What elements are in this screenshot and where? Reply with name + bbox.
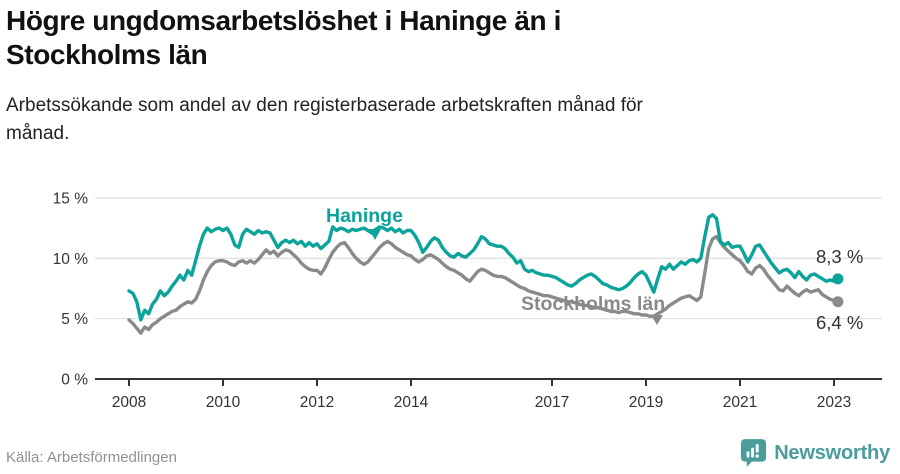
page-title-line1: Högre ungdomsarbetslöshet i Haninge än i	[6, 5, 561, 36]
series-label-caret-icon	[651, 315, 663, 325]
series-end-dot-stockholms-lan	[832, 296, 844, 308]
series-end-dot-haninge	[832, 273, 844, 285]
unemployment-line-chart: 0 % 5 % 10 % 15 % 2008 2010 2012 2014 2017 2019 20…	[0, 165, 900, 430]
page-subtitle: Arbetssökande som andel av den registerb…	[6, 92, 643, 147]
x-tick-label-2021: 2021	[723, 394, 757, 411]
x-tick-label-2023: 2023	[817, 394, 851, 411]
series-line-haninge	[127, 213, 840, 322]
y-tick-label-5: 5 %	[61, 311, 88, 328]
end-value-label-stockholms-lan: 6,4 %	[816, 312, 863, 333]
x-tick-label-2012: 2012	[300, 394, 334, 411]
x-tick-label-2019: 2019	[629, 394, 663, 411]
y-tick-label-10: 10 %	[53, 251, 89, 268]
x-tick-label-2008: 2008	[112, 394, 146, 411]
y-tick-label-15: 15 %	[53, 190, 89, 207]
speech-bubble-bar-chart-icon	[741, 439, 767, 467]
source-note: Källa: Arbetsförmedlingen	[6, 449, 177, 466]
page-subtitle-line1: Arbetssökande som andel av den registerb…	[6, 95, 643, 116]
y-tick-label-0: 0 %	[61, 372, 88, 389]
x-tick-label-2017: 2017	[535, 394, 569, 411]
series-label-caret-icon	[369, 229, 381, 240]
x-tick-label-2014: 2014	[394, 394, 429, 411]
page-subtitle-line2: månad.	[6, 122, 70, 144]
chart-canvas: 0 % 5 % 10 % 15 % 2008 2010 2012 2014 2017 2019 20…	[53, 190, 882, 411]
brand-name: Newsworthy	[774, 442, 890, 464]
page-title-line2: Stockholms län	[6, 38, 208, 70]
brand-logo: Newsworthy	[740, 438, 890, 469]
series-label-haninge: Haninge	[326, 205, 403, 227]
series-label-stockholms-lan: Stockholms län	[521, 293, 665, 315]
end-value-label-haninge: 8,3 %	[816, 246, 863, 267]
page-title: Högre ungdomsarbetslöshet i Haninge än i…	[6, 4, 561, 71]
x-tick-label-2010: 2010	[206, 394, 241, 411]
